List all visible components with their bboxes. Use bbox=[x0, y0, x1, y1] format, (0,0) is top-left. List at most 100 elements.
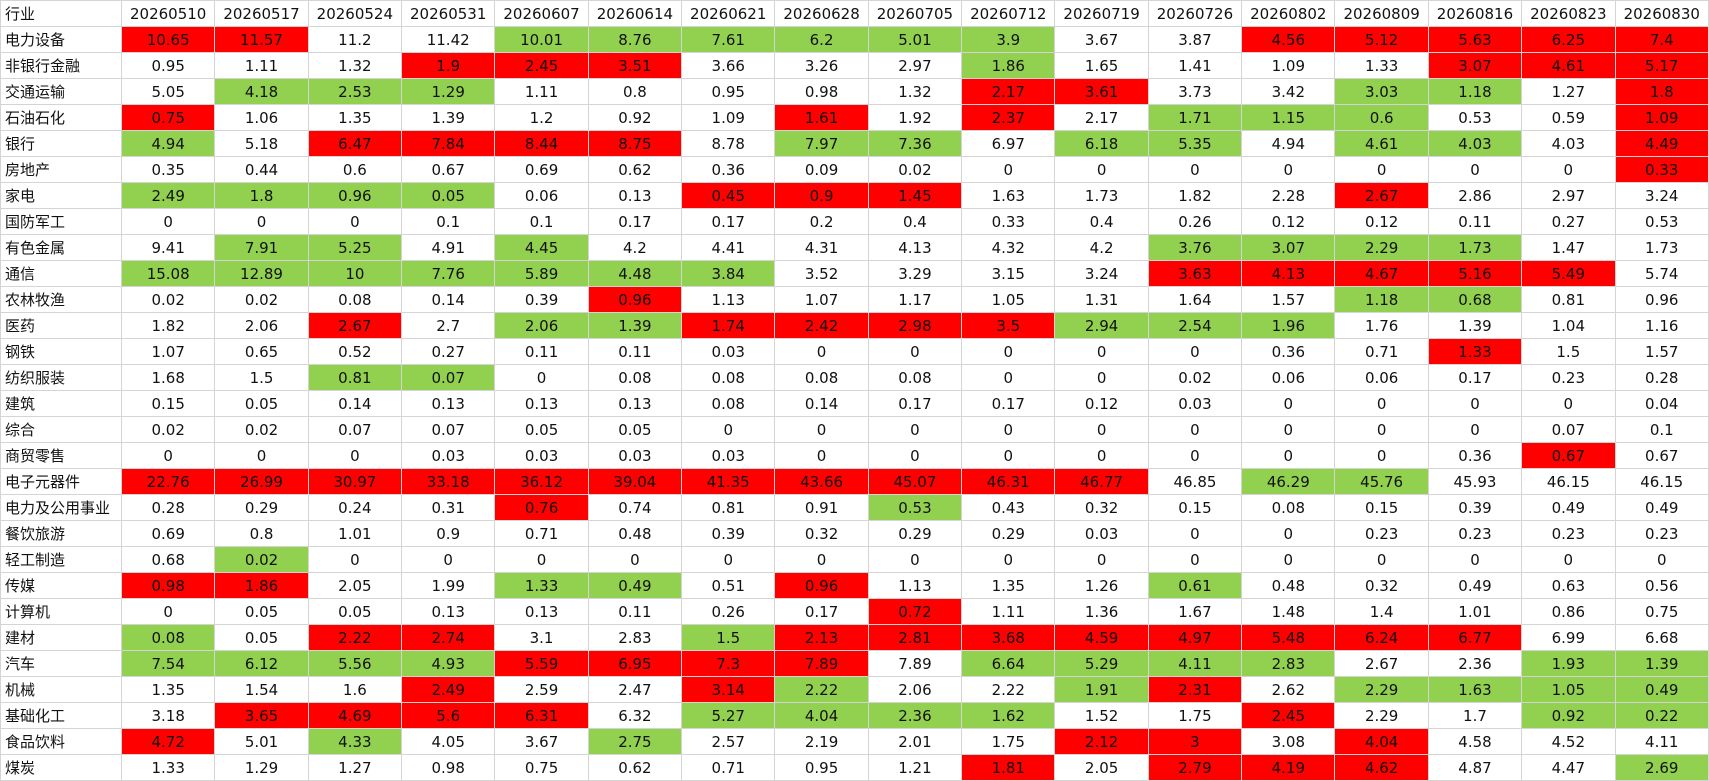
header-cell: 20260628 bbox=[774, 0, 869, 27]
value-cell: 0 bbox=[1241, 520, 1336, 547]
industry-name: 汽车 bbox=[0, 650, 122, 677]
value-cell: 1.5 bbox=[214, 364, 309, 391]
value-cell: 9.41 bbox=[120, 234, 216, 261]
value-cell: 10.01 bbox=[494, 26, 589, 53]
value-cell: 0.08 bbox=[867, 364, 963, 391]
value-cell: 0.29 bbox=[214, 494, 309, 521]
value-cell: 7.4 bbox=[1614, 26, 1709, 53]
value-cell: 7.91 bbox=[214, 234, 309, 261]
value-cell: 41.35 bbox=[681, 468, 776, 495]
value-cell: 4.18 bbox=[214, 78, 309, 105]
value-cell: 0 bbox=[1334, 546, 1429, 573]
value-cell: 1.05 bbox=[1521, 676, 1616, 703]
value-cell: 1.13 bbox=[681, 286, 776, 313]
value-cell: 0.08 bbox=[1241, 494, 1336, 521]
value-cell: 2.22 bbox=[961, 676, 1056, 703]
value-cell: 8.44 bbox=[494, 130, 589, 157]
value-cell: 0.48 bbox=[587, 520, 683, 547]
value-cell: 0.32 bbox=[774, 520, 869, 547]
value-cell: 0 bbox=[1241, 390, 1336, 417]
value-cell: 0.02 bbox=[1147, 364, 1243, 391]
value-cell: 5.49 bbox=[1521, 260, 1616, 287]
value-cell: 1.61 bbox=[774, 104, 869, 131]
value-cell: 0.1 bbox=[494, 208, 589, 235]
value-cell: 0.35 bbox=[120, 156, 216, 183]
value-cell: 3.51 bbox=[587, 52, 683, 79]
value-cell: 0.26 bbox=[1147, 208, 1243, 235]
header-cell: 20260517 bbox=[214, 0, 309, 27]
value-cell: 1.29 bbox=[214, 754, 309, 781]
value-cell: 1.33 bbox=[1427, 338, 1523, 365]
value-cell: 0.98 bbox=[120, 572, 216, 599]
value-cell: 1.2 bbox=[494, 104, 589, 131]
value-cell: 6.32 bbox=[587, 702, 683, 729]
value-cell: 1.11 bbox=[961, 598, 1056, 625]
value-cell: 2.29 bbox=[1334, 702, 1429, 729]
value-cell: 0.04 bbox=[1614, 390, 1709, 417]
data-row: 传媒 0.98 1.86 2.05 1.99 1.33 0.49 0.51 0.96 1.13 1.… bbox=[0, 572, 1709, 599]
value-cell: 0.49 bbox=[1521, 494, 1616, 521]
value-cell: 1.99 bbox=[401, 572, 496, 599]
value-cell: 0 bbox=[867, 546, 963, 573]
value-cell: 0.05 bbox=[307, 598, 403, 625]
value-cell: 3.26 bbox=[774, 52, 869, 79]
header-cell: 20260809 bbox=[1334, 0, 1429, 27]
value-cell: 0.05 bbox=[214, 624, 309, 651]
value-cell: 0.49 bbox=[587, 572, 683, 599]
value-cell: 3.07 bbox=[1241, 234, 1336, 261]
value-cell: 0.53 bbox=[867, 494, 963, 521]
value-cell: 0 bbox=[867, 338, 963, 365]
value-cell: 0.68 bbox=[1427, 286, 1523, 313]
value-cell: 0.12 bbox=[1054, 390, 1149, 417]
value-cell: 4.04 bbox=[774, 702, 869, 729]
industry-name: 食品饮料 bbox=[0, 728, 122, 755]
value-cell: 0 bbox=[1241, 442, 1336, 469]
value-cell: 0.06 bbox=[1241, 364, 1336, 391]
value-cell: 0.71 bbox=[494, 520, 589, 547]
value-cell: 0.05 bbox=[494, 416, 589, 443]
industry-name: 建材 bbox=[0, 624, 122, 651]
value-cell: 0.32 bbox=[1334, 572, 1429, 599]
value-cell: 1.07 bbox=[120, 338, 216, 365]
value-cell: 5.01 bbox=[867, 26, 963, 53]
value-cell: 0.53 bbox=[1614, 208, 1709, 235]
value-cell: 0 bbox=[1521, 546, 1616, 573]
value-cell: 2.06 bbox=[867, 676, 963, 703]
value-cell: 11.2 bbox=[307, 26, 403, 53]
value-cell: 0.67 bbox=[401, 156, 496, 183]
value-cell: 1.71 bbox=[1147, 104, 1243, 131]
value-cell: 3.24 bbox=[1054, 260, 1149, 287]
value-cell: 0.4 bbox=[1054, 208, 1149, 235]
value-cell: 0 bbox=[681, 546, 776, 573]
value-cell: 7.61 bbox=[681, 26, 776, 53]
value-cell: 0 bbox=[1521, 156, 1616, 183]
value-cell: 6.99 bbox=[1521, 624, 1616, 651]
value-cell: 1.62 bbox=[961, 702, 1056, 729]
value-cell: 0.72 bbox=[867, 598, 963, 625]
value-cell: 3.08 bbox=[1241, 728, 1336, 755]
value-cell: 0.49 bbox=[1614, 494, 1709, 521]
value-cell: 2.37 bbox=[961, 104, 1056, 131]
industry-name: 基础化工 bbox=[0, 702, 122, 729]
data-row: 煤炭 1.33 1.29 1.27 0.98 0.75 0.62 0.71 0.95 1.21 1.… bbox=[0, 754, 1709, 781]
value-cell: 1.09 bbox=[681, 104, 776, 131]
industry-name: 电力设备 bbox=[0, 26, 122, 53]
value-cell: 0.03 bbox=[494, 442, 589, 469]
value-cell: 0.69 bbox=[494, 156, 589, 183]
value-cell: 3.68 bbox=[961, 624, 1056, 651]
value-cell: 2.45 bbox=[494, 52, 589, 79]
value-cell: 4.19 bbox=[1241, 754, 1336, 781]
value-cell: 4.2 bbox=[587, 234, 683, 261]
value-cell: 2.54 bbox=[1147, 312, 1243, 339]
industry-name: 煤炭 bbox=[0, 754, 122, 781]
value-cell: 0 bbox=[307, 208, 403, 235]
value-cell: 0.67 bbox=[1614, 442, 1709, 469]
value-cell: 1.17 bbox=[867, 286, 963, 313]
value-cell: 0.65 bbox=[214, 338, 309, 365]
value-cell: 4.87 bbox=[1427, 754, 1523, 781]
value-cell: 0.8 bbox=[587, 78, 683, 105]
value-cell: 0.08 bbox=[774, 364, 869, 391]
value-cell: 30.97 bbox=[307, 468, 403, 495]
industry-name: 医药 bbox=[0, 312, 122, 339]
data-row: 医药 1.82 2.06 2.67 2.7 2.06 1.39 1.74 2.42 2.98 3.5… bbox=[0, 312, 1709, 339]
